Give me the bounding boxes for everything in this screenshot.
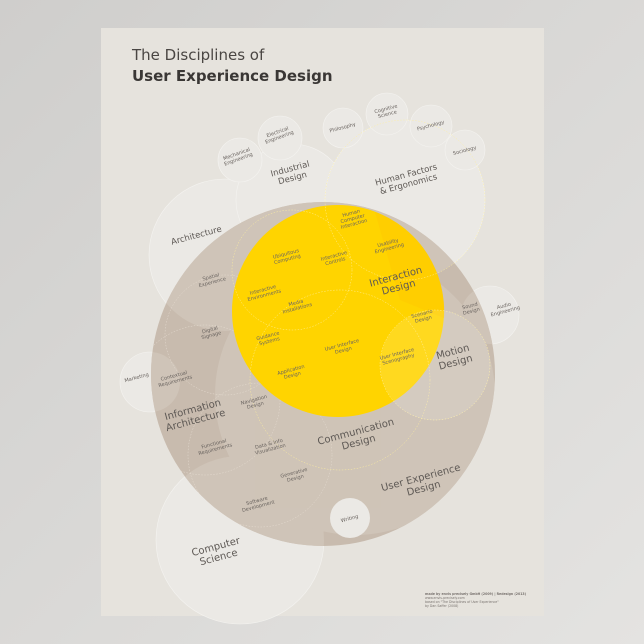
label-guidance: GuidanceSystems [256, 330, 282, 347]
label-writing: Writing [340, 514, 359, 524]
title-line2: User Experience Design [132, 67, 333, 85]
label-hci: HumanComputerInteraction [337, 207, 368, 230]
svg-text:www.envis-precisely.com: www.envis-precisely.com [425, 596, 465, 600]
svg-text:based on "The Disciplines of U: based on "The Disciplines of User Experi… [425, 600, 499, 604]
writing-circle [330, 498, 370, 538]
title-line1: The Disciplines of [131, 46, 265, 64]
label-sound: SoundDesign [461, 301, 481, 317]
label-scenario: ScenarioDesign [411, 309, 435, 326]
svg-text:made by envis precisely GmbH (: made by envis precisely GmbH (2009) | Re… [425, 592, 527, 596]
footer: made by envis precisely GmbH (2009) | Re… [425, 592, 527, 608]
svg-text:by Dan Saffer (2008): by Dan Saffer (2008) [425, 604, 458, 608]
label-digital-signage: DigitalSignage [199, 325, 222, 341]
label-cognitive: CognitiveScience [374, 103, 400, 120]
